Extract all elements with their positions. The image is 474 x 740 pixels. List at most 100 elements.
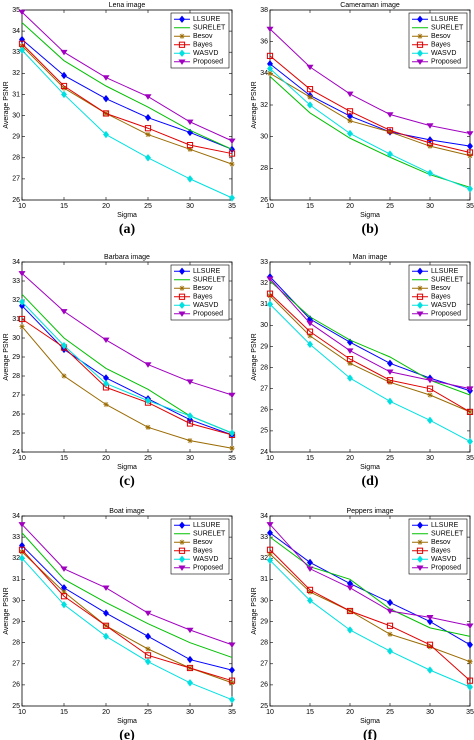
y-tick-label: 33 (12, 278, 20, 285)
marker (427, 143, 433, 149)
x-tick-label: 20 (346, 709, 354, 716)
y-tick-label: 30 (12, 112, 20, 119)
marker (61, 600, 67, 609)
marker (186, 664, 194, 672)
marker (19, 554, 25, 562)
series-line (269, 278, 471, 390)
marker (267, 300, 273, 308)
y-tick-label: 31 (12, 316, 20, 323)
marker (103, 130, 109, 139)
legend-box (408, 518, 468, 575)
marker (466, 677, 474, 684)
y-tick-label: 29 (12, 134, 20, 141)
x-tick-label: 10 (266, 709, 274, 716)
x-tick-label: 15 (60, 203, 68, 210)
y-tick-label: 29 (260, 343, 268, 350)
marker (187, 679, 193, 687)
marker (416, 41, 424, 48)
marker (178, 565, 186, 571)
legend-label: Besov (193, 33, 213, 40)
marker (60, 82, 68, 90)
y-tick-label: 30 (12, 597, 20, 604)
y-tick-label: 29 (260, 618, 268, 625)
x-axis-label: Sigma (117, 212, 137, 219)
legend-label: Bayes (431, 42, 451, 49)
chart-title: Barbara image (104, 254, 150, 261)
marker (387, 150, 393, 158)
marker (467, 683, 473, 691)
y-tick-label: 33 (12, 49, 20, 56)
marker (386, 608, 394, 615)
series-line (21, 545, 233, 671)
panel: Man image 24 25 26 27 28 29 30 31 32 33 10 15 20 25 30 3… (251, 254, 474, 489)
marker (467, 659, 473, 665)
marker (186, 379, 194, 385)
x-tick-label: 30 (186, 203, 194, 210)
x-tick-label: 30 (186, 709, 194, 716)
marker (417, 267, 423, 275)
legend-label: Besov (431, 285, 451, 292)
legend-label: WASVD (193, 302, 218, 309)
legend-label: SURELET (193, 25, 226, 32)
legend-label: WASVD (431, 50, 456, 57)
marker (229, 695, 235, 704)
y-tick-label: 31 (12, 576, 20, 583)
marker (267, 529, 273, 537)
panel-label: (a) (119, 222, 136, 237)
marker (61, 345, 67, 354)
marker (19, 324, 25, 330)
legend-label: WASVD (431, 556, 456, 563)
x-tick-label: 30 (426, 203, 434, 210)
x-tick-label: 10 (266, 455, 274, 462)
marker (61, 90, 67, 99)
x-tick-label: 25 (144, 455, 152, 462)
marker (426, 615, 434, 621)
marker (229, 429, 235, 437)
y-tick-label: 28 (260, 165, 268, 172)
y-tick-label: 29 (12, 618, 20, 625)
marker (307, 333, 313, 339)
x-tick-label: 35 (228, 709, 236, 716)
marker (417, 521, 423, 529)
series-line (21, 524, 233, 646)
marker (179, 285, 185, 291)
legend-label: WASVD (193, 556, 218, 563)
marker (178, 311, 186, 317)
marker (427, 617, 433, 626)
marker (307, 94, 313, 100)
marker (306, 64, 314, 71)
marker (187, 412, 193, 420)
marker (145, 154, 151, 162)
marker (346, 585, 354, 591)
marker (187, 175, 193, 183)
marker (229, 194, 235, 202)
x-tick-label: 10 (18, 455, 26, 462)
y-tick-label: 27 (260, 386, 268, 393)
series-line (21, 11, 233, 142)
panel: Barbara image 24 25 26 27 28 29 30 31 32 33 34 10 15 2… (3, 254, 236, 489)
marker (18, 522, 26, 528)
marker (228, 138, 236, 145)
marker (102, 110, 110, 117)
series-line (21, 532, 233, 658)
legend-box (408, 12, 468, 69)
marker (266, 522, 274, 528)
x-tick-label: 10 (18, 709, 26, 716)
y-tick-label: 32 (12, 555, 20, 562)
marker (228, 392, 236, 399)
panel-label: (e) (119, 728, 135, 740)
series-line (269, 72, 471, 157)
legend-label: WASVD (193, 50, 218, 57)
legend-label: SURELET (431, 531, 464, 538)
legend-label: Proposed (431, 311, 461, 318)
marker (417, 15, 423, 23)
legend-label: Besov (431, 539, 451, 546)
marker (306, 86, 314, 93)
x-tick-label: 30 (426, 709, 434, 716)
marker (306, 566, 314, 572)
marker (144, 125, 152, 132)
series-line (269, 303, 471, 442)
legend-label: SURELET (431, 25, 464, 32)
x-tick-label: 30 (426, 455, 434, 462)
